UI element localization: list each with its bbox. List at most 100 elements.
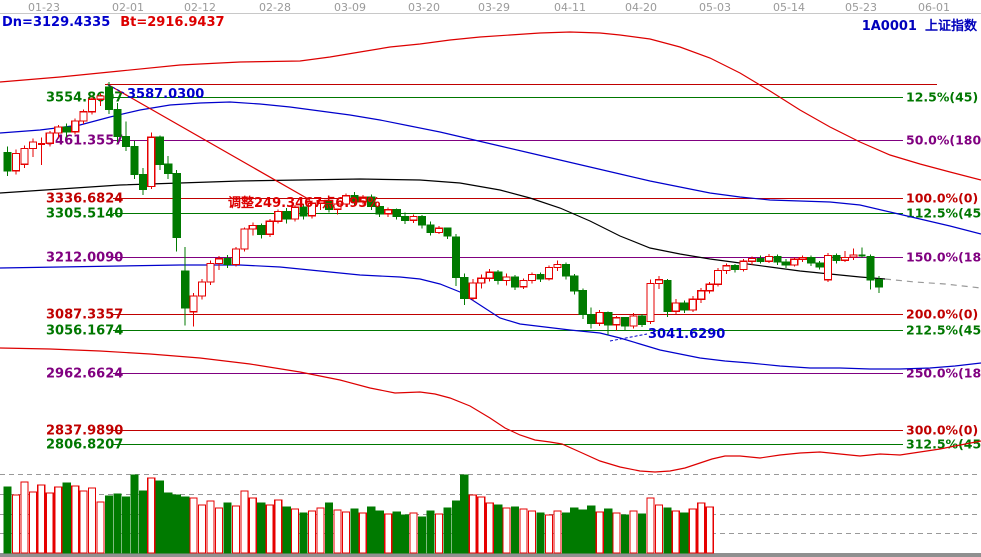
level-price-label: 3461.3557: [46, 134, 123, 149]
candle-body: [570, 275, 579, 292]
candle-body: [71, 120, 80, 133]
candle-body: [324, 200, 334, 210]
upper-ma-line: [0, 101, 981, 235]
candle-body: [104, 86, 114, 111]
volume-bar: [595, 511, 604, 554]
candle-body: [299, 206, 308, 217]
dn-value: Dn=3129.4335: [2, 15, 111, 30]
volume-bar: [375, 510, 384, 554]
volume-bar: [155, 480, 164, 554]
candle-body: [45, 132, 54, 144]
volume-bar: [502, 507, 511, 554]
volume-bar: [384, 513, 393, 554]
volume-bar: [401, 514, 410, 554]
volume-bar: [316, 507, 325, 554]
candle-body: [519, 280, 528, 288]
level-percent-label: 12.5%(45): [906, 90, 978, 105]
volume-bar: [62, 482, 71, 554]
instrument-title: 1A0001 上证指数: [854, 15, 977, 34]
candle-body: [316, 200, 325, 204]
candle-body: [612, 317, 621, 326]
candle-body: [849, 254, 858, 258]
candle-body: [240, 228, 249, 250]
volume-bar: [282, 506, 291, 554]
candle-body: [824, 254, 833, 281]
volume-bar: [138, 490, 147, 554]
date-tick-label: 01-23: [28, 1, 60, 14]
level-percent-label: 200.0%(0): [906, 307, 978, 322]
date-tick-label: 02-01: [112, 1, 144, 14]
instrument-name: 上证指数: [924, 19, 977, 34]
level-percent-label: 50.0%(180): [906, 133, 981, 148]
date-tick-label: 03-29: [478, 1, 510, 14]
volume-bar: [333, 509, 342, 554]
candle-body: [637, 315, 647, 325]
candle-body: [189, 295, 198, 313]
volume-bar: [240, 490, 249, 554]
candle-body: [781, 261, 790, 266]
candlestick-series: [3, 82, 883, 336]
candle-body: [773, 255, 782, 263]
lower-band-line: [0, 347, 981, 473]
candle-body: [3, 152, 12, 172]
adjustment-annotation: 调整249.3467点6.95%: [228, 195, 380, 211]
candle-body: [527, 274, 537, 282]
candle-body: [375, 205, 384, 215]
volume-bar: [147, 477, 156, 554]
candle-body: [832, 254, 841, 261]
candle-body: [20, 147, 29, 165]
volume-bar: [181, 496, 190, 554]
volume-bar: [299, 512, 308, 554]
candle-body: [257, 224, 266, 235]
volume-baseline: [0, 553, 981, 557]
candle-body: [840, 256, 850, 261]
level-percent-label: 212.5%(45): [906, 323, 981, 338]
volume-bar: [544, 514, 554, 554]
volume-bar: [604, 508, 613, 554]
volume-bar: [291, 508, 300, 554]
level-percent-label: 312.5%(45): [906, 437, 981, 452]
volume-bar: [37, 484, 46, 554]
volume-bar: [443, 507, 452, 554]
candle-body: [341, 195, 350, 205]
volume-bar: [231, 505, 241, 554]
volume-bar: [45, 492, 54, 554]
volume-bar: [494, 504, 503, 554]
level-price-label: 2806.8207: [46, 438, 123, 453]
volume-bar: [620, 514, 630, 554]
volume-bar: [629, 510, 638, 554]
candle-body: [291, 206, 300, 220]
volume-bar: [307, 510, 317, 554]
candle-body: [392, 209, 401, 218]
candle-body: [96, 95, 105, 100]
volume-bar: [519, 508, 528, 554]
volume-bar: [358, 512, 367, 554]
candle-body: [307, 202, 317, 217]
candle-body: [604, 312, 613, 326]
volume-bar: [248, 497, 257, 554]
volume-bar: [485, 502, 494, 554]
candle-body: [663, 280, 672, 312]
candle-body: [426, 224, 435, 233]
candle-body: [578, 290, 587, 316]
volume-bar: [460, 474, 469, 554]
candle-body: [367, 196, 376, 208]
candle-body: [451, 236, 460, 278]
candle-body: [350, 195, 359, 203]
candle-body: [231, 248, 241, 265]
candle-body: [866, 255, 875, 281]
candle-body: [11, 152, 21, 172]
candle-body: [477, 277, 486, 284]
candle-body: [214, 258, 224, 265]
volume-bar: [511, 506, 520, 554]
candle-body: [54, 126, 63, 134]
date-tick-label: 04-11: [554, 1, 586, 14]
low-pointer-line: [609, 333, 648, 342]
date-tick-label: 06-01: [918, 1, 950, 14]
candle-body: [358, 196, 367, 203]
candle-body: [705, 283, 714, 292]
candle-body: [248, 224, 257, 230]
level-price-label: 3305.5140: [46, 207, 123, 222]
